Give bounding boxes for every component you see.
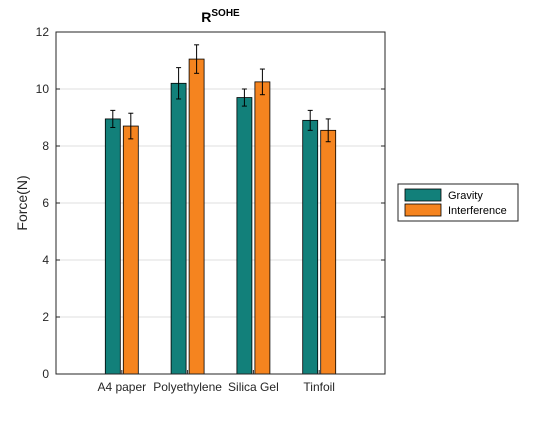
axes: A4 paper Polyethylene Silica Gel Tinfoil 0 2 4… (36, 25, 386, 394)
chart-title-superscript: SOHE (211, 8, 240, 19)
y-axis-title: Force(N) (14, 175, 30, 230)
x-tick-label: Tinfoil (303, 380, 335, 394)
bar (254, 81, 271, 375)
y-tick-label: 2 (42, 310, 49, 324)
chart-title-main: R (201, 9, 211, 25)
bar (170, 82, 187, 375)
bar (104, 118, 121, 375)
bar (122, 125, 139, 375)
legend-swatch (404, 188, 442, 202)
x-tick-label: Silica Gel (228, 380, 279, 394)
y-tick-label: 0 (42, 367, 49, 381)
legend-swatch (404, 203, 442, 217)
legend-label: Gravity (448, 190, 483, 202)
legend-label: Interference (448, 205, 507, 217)
chart-title: RSOHE (201, 8, 240, 25)
x-tick-label: Polyethylene (153, 380, 222, 394)
x-tick-label: A4 paper (97, 380, 146, 394)
bar (320, 129, 337, 375)
y-tick-label: 4 (42, 253, 49, 267)
bar (302, 119, 319, 375)
legend: Gravity Interference (397, 183, 519, 222)
bar (188, 58, 205, 375)
y-tick-label: 6 (42, 196, 49, 210)
bar (236, 97, 253, 375)
y-tick-label: 8 (42, 139, 49, 153)
y-tick-label: 12 (36, 25, 50, 39)
y-tick-label: 10 (36, 82, 50, 96)
